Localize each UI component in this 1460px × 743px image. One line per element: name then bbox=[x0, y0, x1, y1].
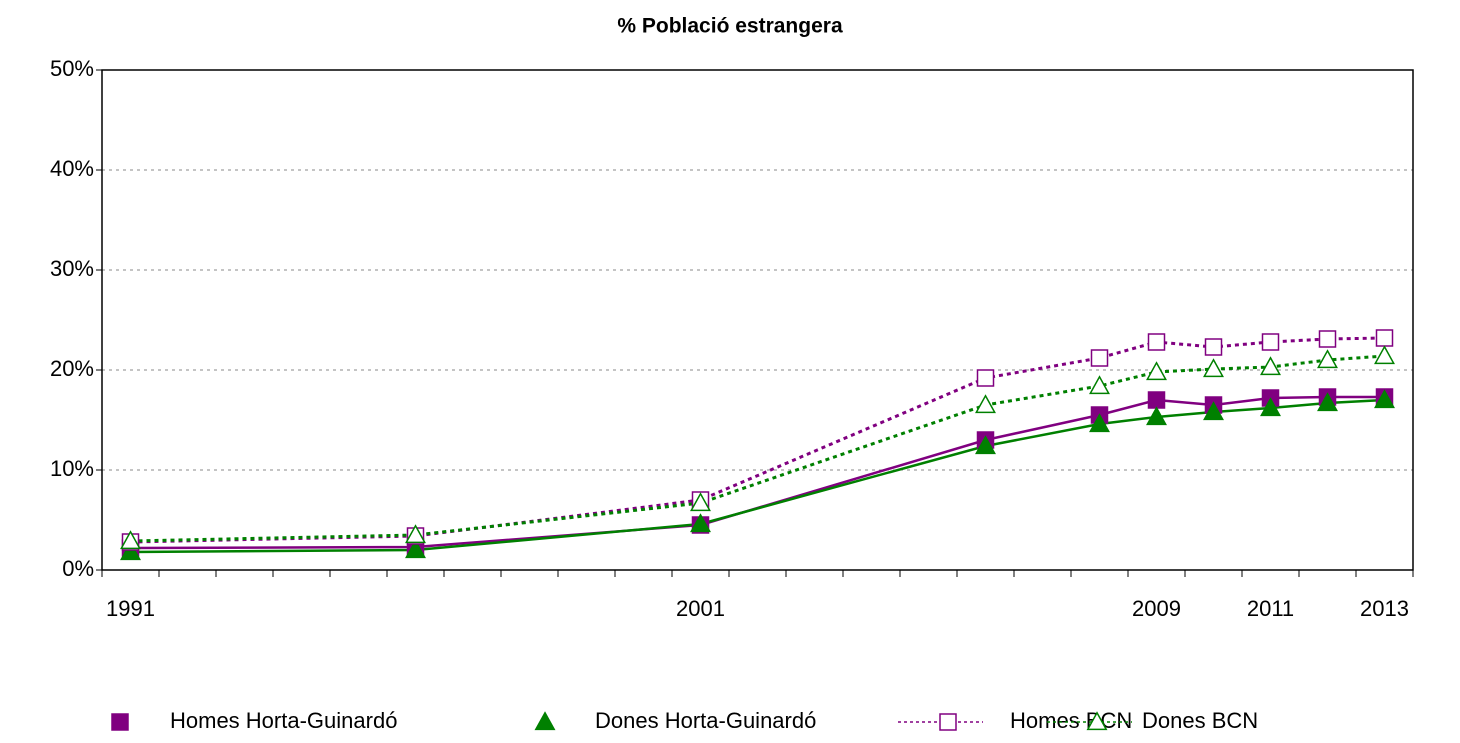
marker bbox=[1203, 401, 1224, 421]
plot-frame bbox=[101, 69, 1414, 571]
marker bbox=[120, 541, 141, 561]
marker bbox=[1317, 392, 1338, 412]
marker bbox=[405, 539, 426, 559]
marker bbox=[1204, 338, 1223, 356]
x-tick-label: 2001 bbox=[676, 596, 725, 621]
marker bbox=[939, 713, 957, 731]
marker bbox=[975, 394, 996, 414]
series-line bbox=[130, 398, 1385, 554]
marker bbox=[1147, 391, 1166, 409]
y-tick-label: 20% bbox=[50, 356, 94, 381]
marker bbox=[405, 524, 426, 544]
series-line bbox=[130, 395, 1385, 550]
marker bbox=[1090, 349, 1109, 367]
y-tick-label: 30% bbox=[50, 256, 94, 281]
series-line bbox=[130, 336, 1385, 544]
marker bbox=[1086, 711, 1108, 731]
marker bbox=[1203, 358, 1224, 378]
x-tick-label: 1991 bbox=[106, 596, 155, 621]
marker bbox=[690, 513, 711, 533]
legend-label: Dones Horta-Guinardó bbox=[595, 708, 816, 733]
marker bbox=[1089, 413, 1110, 433]
marker bbox=[1260, 397, 1281, 417]
marker bbox=[1089, 375, 1110, 395]
marker bbox=[111, 713, 129, 731]
marker bbox=[1375, 329, 1394, 347]
legend-label: Dones BCN bbox=[1142, 708, 1258, 733]
marker bbox=[1374, 345, 1395, 365]
marker bbox=[1260, 356, 1281, 376]
marker bbox=[975, 435, 996, 455]
marker bbox=[1261, 333, 1280, 351]
marker bbox=[1374, 389, 1395, 409]
marker bbox=[976, 369, 995, 387]
series-line bbox=[130, 354, 1385, 543]
marker bbox=[1147, 333, 1166, 351]
legend-label: Homes Horta-Guinardó bbox=[170, 708, 397, 733]
marker bbox=[1317, 349, 1338, 369]
marker bbox=[1318, 330, 1337, 348]
y-tick-label: 10% bbox=[50, 456, 94, 481]
marker bbox=[1146, 406, 1167, 426]
x-tick-label: 2009 bbox=[1132, 596, 1181, 621]
legend-label: Homes BCN bbox=[1010, 708, 1132, 733]
marker bbox=[1146, 361, 1167, 381]
marker bbox=[120, 530, 141, 550]
y-tick-label: 40% bbox=[50, 156, 94, 181]
y-tick-label: 0% bbox=[62, 556, 94, 581]
y-tick-label: 50% bbox=[50, 56, 94, 81]
chart-title: % Població estrangera bbox=[617, 15, 843, 38]
marker bbox=[690, 492, 711, 512]
x-tick-label: 2011 bbox=[1247, 596, 1294, 621]
x-tick-label: 2013 bbox=[1360, 596, 1409, 621]
marker bbox=[534, 711, 556, 731]
